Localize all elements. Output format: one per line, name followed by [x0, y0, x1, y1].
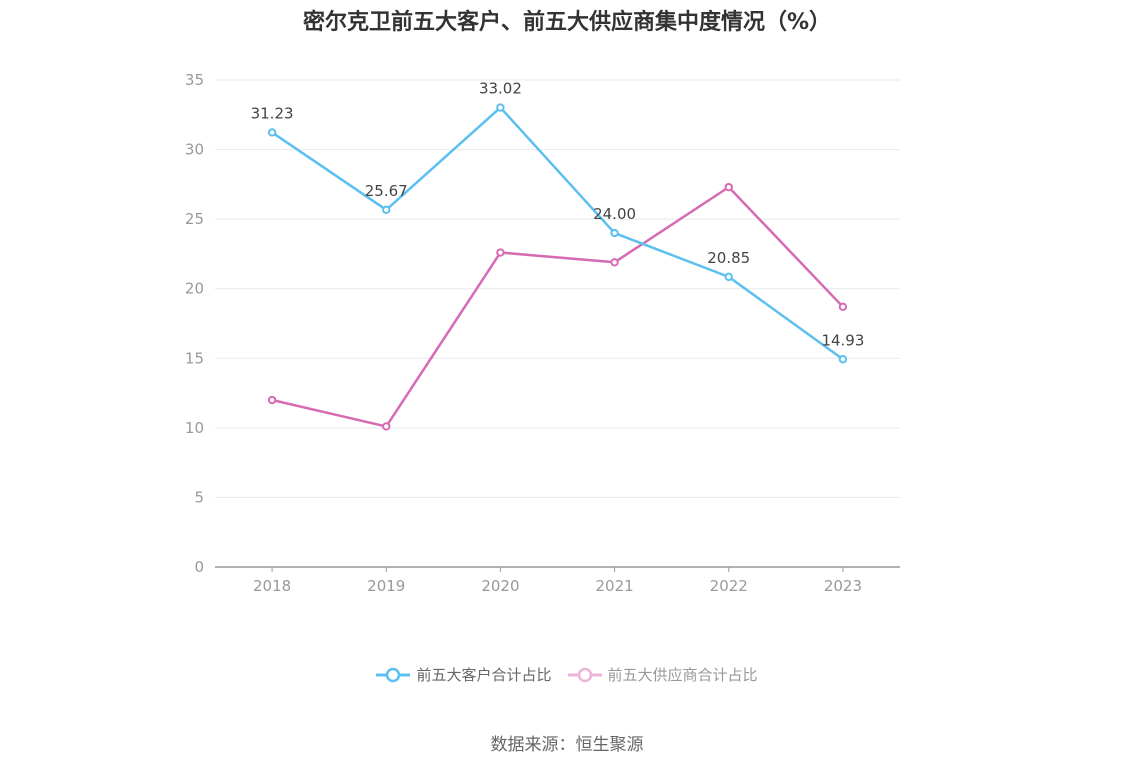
- data-label: 33.02: [479, 80, 522, 98]
- data-point[interactable]: [267, 128, 277, 137]
- data-label: 31.23: [251, 104, 294, 122]
- series: [267, 103, 848, 431]
- x-tick-label: 2020: [481, 577, 519, 595]
- x-tick-label: 2019: [367, 577, 405, 595]
- y-tick-label: 30: [185, 141, 204, 159]
- data-labels: 31.23 25.67 33.02 24.00 20.85 14.93: [251, 80, 865, 350]
- data-point[interactable]: [610, 258, 619, 267]
- data-label: 24.00: [593, 205, 636, 223]
- chart-title: 密尔克卫前五大客户、前五大供应商集中度情况（%）: [302, 10, 832, 35]
- x-tick-label: 2018: [253, 577, 291, 595]
- data-label: 20.85: [707, 249, 750, 267]
- data-point[interactable]: [496, 248, 505, 257]
- legend-label-customers: 前五大客户合计占比: [416, 666, 552, 684]
- series-line-1: [271, 185, 844, 428]
- legend-item-customers[interactable]: 前五大客户合计占比: [376, 664, 552, 685]
- y-tick-label: 10: [185, 419, 204, 437]
- x-tick-label: 2021: [595, 577, 633, 595]
- legend: 前五大客户合计占比 前五大供应商合计占比: [0, 664, 1134, 685]
- data-label: 25.67: [365, 182, 408, 200]
- y-tick-label: 15: [185, 349, 204, 367]
- legend-marker-suppliers-icon: [567, 667, 602, 682]
- data-point[interactable]: [724, 182, 733, 192]
- grid-lines: [215, 79, 900, 498]
- data-point[interactable]: [838, 302, 848, 312]
- y-tick-label: 35: [185, 71, 204, 89]
- y-tick-label: 25: [185, 210, 204, 228]
- data-point[interactable]: [382, 205, 391, 215]
- legend-item-suppliers[interactable]: 前五大供应商合计占比: [567, 664, 758, 685]
- legend-label-suppliers: 前五大供应商合计占比: [607, 666, 758, 684]
- y-tick-label: 5: [194, 488, 204, 506]
- data-point[interactable]: [382, 422, 391, 431]
- x-tick-label: 2023: [824, 577, 862, 595]
- series-line-0: [271, 106, 844, 361]
- source-note: 数据来源：恒生聚源: [490, 735, 644, 755]
- data-point[interactable]: [496, 103, 505, 112]
- data-point[interactable]: [724, 272, 733, 282]
- data-point[interactable]: [267, 395, 277, 405]
- x-tick-label: 2022: [710, 577, 748, 595]
- axes: 0 5 10 15 20 25 30 35 2018 2019 2020 2021 2022 2023: [185, 71, 900, 595]
- legend-marker-customers-icon: [376, 667, 411, 682]
- data-point[interactable]: [838, 355, 848, 364]
- data-point[interactable]: [610, 228, 619, 238]
- y-tick-label: 0: [194, 558, 204, 576]
- y-tick-label: 20: [185, 280, 204, 298]
- data-label: 14.93: [821, 331, 864, 349]
